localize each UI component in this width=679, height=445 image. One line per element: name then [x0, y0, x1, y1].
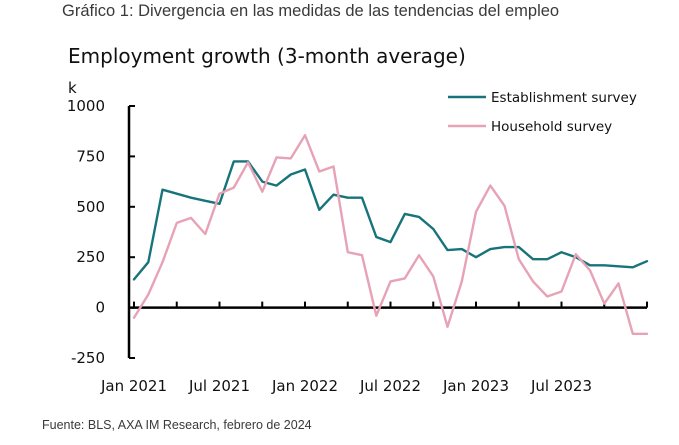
y-tick-label: 250 — [76, 248, 105, 266]
x-tick-label: Jul 2023 — [530, 377, 592, 395]
x-tick-label: Jul 2021 — [188, 377, 250, 395]
figure-heading: Gráfico 1: Divergencia en las medidas de… — [62, 2, 560, 20]
x-axis: Jan 2021 Jul 2021 Jan 2022 Jul 2022 Jan 2023… — [100, 301, 648, 395]
y-tick-label: 0 — [95, 299, 105, 317]
x-tick-label: Jul 2022 — [359, 377, 421, 395]
legend-label-establishment: Establishment survey — [491, 90, 637, 106]
y-tick-label: -250 — [71, 349, 105, 367]
legend: Establishment survey Household survey — [448, 90, 637, 135]
y-unit-label: k — [68, 79, 77, 97]
y-tick-label: 750 — [76, 147, 105, 165]
chart-title: Employment growth (3-month average) — [68, 44, 466, 68]
series-line-household — [132, 133, 649, 335]
series-lines — [132, 133, 649, 335]
y-tick-label: 500 — [76, 198, 105, 216]
series-line-establishment — [132, 160, 649, 281]
source-note: Fuente: BLS, AXA IM Research, febrero de… — [42, 418, 312, 432]
x-tick-label: Jan 2021 — [100, 377, 167, 395]
legend-label-household: Household survey — [491, 119, 612, 135]
x-tick-label: Jan 2023 — [442, 377, 509, 395]
y-axis: -250 0 250 500 750 1000 — [67, 97, 135, 367]
x-tick-label: Jan 2022 — [271, 377, 338, 395]
y-tick-label: 1000 — [67, 97, 105, 115]
